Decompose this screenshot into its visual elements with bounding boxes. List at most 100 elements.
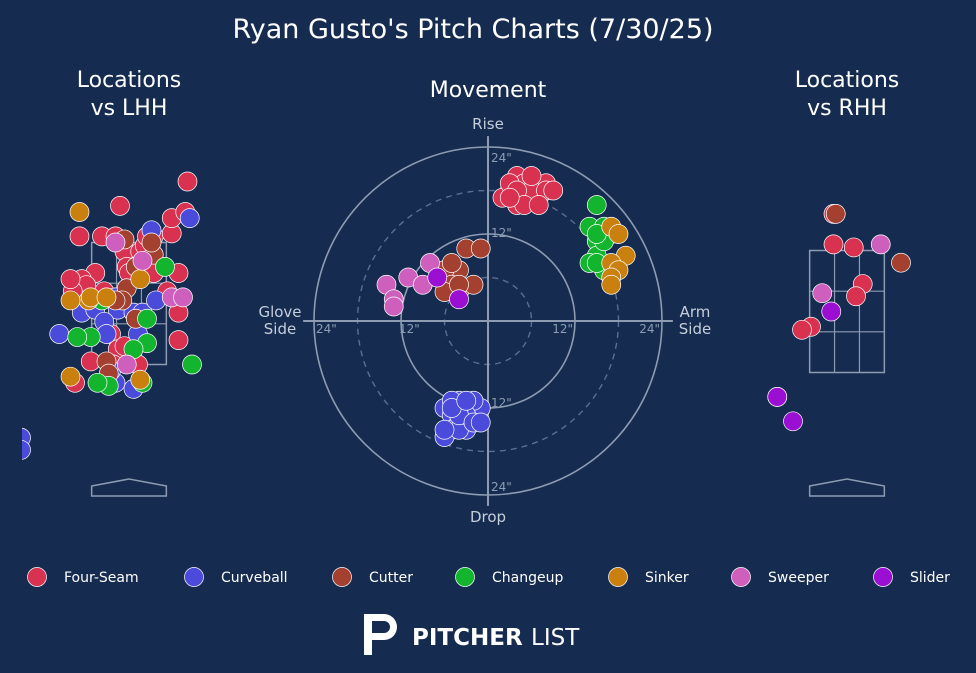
legend-item-sinker: Sinker [608,567,689,587]
axis-label-glove-side: Glove Side [258,303,301,338]
lhh-home-plate [90,478,168,497]
legend-marker-cutter [332,567,352,587]
lhh-pitch-sinker [130,369,151,390]
lhh-pitch-four-seam [69,226,90,247]
legend-label-curveball: Curveball [221,570,288,586]
legend-label-slider: Slider [910,570,950,586]
logo-text-bold: PITCHER [412,625,523,651]
legend-marker-sweeper [731,567,751,587]
ring-label-top-12: 12" [491,226,512,240]
movement-pitch-four-seam [521,166,542,186]
movement-pitch-curveball [434,419,455,440]
legend-item-four-seam: Four-Seam [27,567,139,587]
movement-pitch-sinker [601,274,622,295]
movement-title-line: Movement [430,78,547,103]
lhh-pitch-sweeper [173,287,193,308]
rhh-pitch-four-seam [823,234,844,255]
legend-marker-four-seam [27,567,47,587]
rhh-pitch-four-seam [846,286,866,307]
ring-label-left-24: 24" [316,322,337,336]
legend-item-cutter: Cutter [332,567,413,587]
legend-item-slider: Slider [873,567,950,587]
lhh-pitch-changeup [137,308,157,329]
lhh-pitch-four-seam [110,196,130,216]
legend-label-cutter: Cutter [369,570,413,586]
lhh-pitch-cutter [141,232,162,253]
rhh-points [767,204,911,432]
movement-points [376,166,636,447]
rhh-title-line: vs RHH [807,96,887,121]
lhh-pitch-curveball [179,208,200,228]
main-title: Ryan Gusto's Pitch Charts (7/30/25) [232,14,713,45]
axis-label-arm-side-line: Side [679,320,711,338]
lhh-pitch-curveball [22,440,31,460]
lhh-title: Locations vs LHH [77,68,182,121]
axis-label-glove-side-line: Side [264,320,296,338]
legend-item-curveball: Curveball [184,567,288,587]
lhh-pitch-sweeper [132,250,153,271]
axis-label-glove-side-line: Glove [258,303,301,321]
rhh-pitch-four-seam [843,237,864,258]
movement-pitch-cutter [470,238,491,259]
ring-label-left-12: 12" [399,322,420,336]
movement-pitch-sweeper [383,296,404,317]
lhh-pitch-changeup [182,354,202,375]
axis-label-rise-line: Rise [472,115,504,133]
lhh-pitch-changeup [87,372,108,393]
rhh-pitch-slider [767,387,788,407]
rhh-home-plate [808,478,886,497]
legend-label-sweeper: Sweeper [768,570,829,586]
pitcherlist-logo: PITCHER LIST [364,614,580,655]
rhh-title-line: Locations [795,68,900,93]
lhh-pitch-sinker [60,366,81,387]
legend-label-four-seam: Four-Seam [64,570,139,586]
pitcherlist-logo-icon [364,614,397,655]
ring-label-bottom-24: 24" [491,480,512,494]
movement-pitch-curveball [470,412,491,433]
lhh-pitch-changeup [67,327,88,347]
movement-pitch-four-seam [528,195,549,215]
rhh-pitch-slider [783,411,803,432]
lhh-location-panel: Locations vs LHH [22,68,202,497]
movement-pitch-four-seam [499,187,520,208]
movement-pitch-four-seam [543,180,564,201]
legend-marker-sinker [608,567,628,587]
ring-label-right-12: 12" [552,322,573,336]
legend-marker-slider [873,567,893,587]
lhh-pitch-sinker [60,290,81,311]
legend-label-sinker: Sinker [645,570,689,586]
rhh-pitch-cutter [891,252,911,273]
lhh-pitch-sweeper [105,232,126,253]
legend-marker-changeup [455,567,475,587]
legend-label-changeup: Changeup [492,570,563,586]
lhh-points [22,171,202,460]
movement-pitch-slider [427,267,448,288]
legend: Four-Seam Curveball Cutter Changeup Sinker Sw… [27,567,950,587]
lhh-pitch-four-seam [177,171,198,192]
rhh-pitch-slider [821,301,842,322]
rhh-pitch-cutter [825,204,846,224]
movement-pitch-sinker [608,224,629,244]
movement-pitch-slider [449,289,469,310]
ring-label-top-24: 24" [491,151,512,165]
lhh-pitch-sweeper [116,354,137,375]
ring-label-right-24: 24" [639,322,660,336]
rhh-pitch-four-seam [792,319,812,340]
rhh-pitch-sweeper [812,283,833,304]
lhh-pitch-four-seam [168,330,189,350]
movement-title: Movement [430,78,547,103]
lhh-pitch-sinker [130,269,151,289]
rhh-zone-box [808,249,886,374]
movement-pitch-changeup [586,195,607,215]
legend-marker-curveball [184,567,204,587]
logo-text-light: LIST [531,625,580,651]
rhh-pitch-sweeper [870,234,891,255]
legend-item-changeup: Changeup [455,567,563,587]
lhh-pitch-sinker [96,287,117,308]
axis-label-arm-side-line: Arm [680,303,711,321]
ring-label-bottom-12: 12" [491,396,512,410]
movement-pitch-cutter [441,253,462,273]
lhh-pitch-curveball [49,324,70,344]
rhh-location-panel: Locations vs RHH [767,68,911,497]
